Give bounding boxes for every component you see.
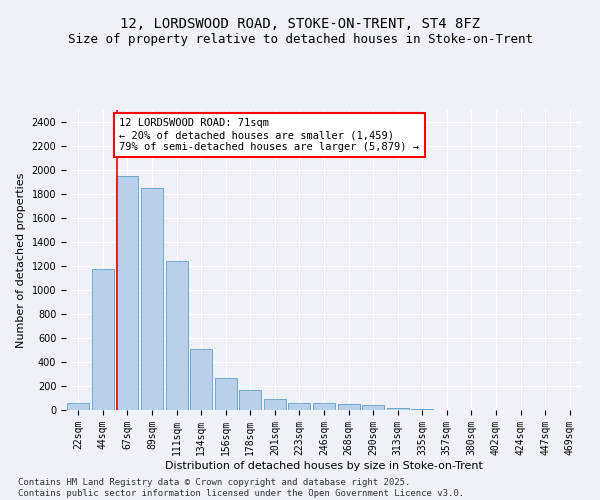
Text: 12 LORDSWOOD ROAD: 71sqm
← 20% of detached houses are smaller (1,459)
79% of sem: 12 LORDSWOOD ROAD: 71sqm ← 20% of detach… (119, 118, 419, 152)
Bar (289, 403, 310, 410)
Bar (141, 188, 163, 410)
Bar (313, 404, 335, 410)
Y-axis label: Number of detached properties: Number of detached properties (16, 172, 26, 348)
Bar (338, 404, 359, 410)
Bar (215, 378, 237, 410)
Bar (386, 408, 409, 410)
Bar (116, 176, 139, 410)
Bar (190, 349, 212, 410)
Bar (239, 390, 262, 410)
X-axis label: Distribution of detached houses by size in Stoke-on-Trent: Distribution of detached houses by size … (165, 460, 483, 470)
Bar (92, 269, 114, 410)
Text: Size of property relative to detached houses in Stoke-on-Trent: Size of property relative to detached ho… (67, 32, 533, 46)
Bar (264, 399, 286, 410)
Text: 12, LORDSWOOD ROAD, STOKE-ON-TRENT, ST4 8FZ: 12, LORDSWOOD ROAD, STOKE-ON-TRENT, ST4 … (120, 18, 480, 32)
Bar (362, 405, 384, 410)
Bar (67, 404, 89, 410)
Bar (166, 261, 188, 410)
Text: Contains HM Land Registry data © Crown copyright and database right 2025.
Contai: Contains HM Land Registry data © Crown c… (18, 478, 464, 498)
